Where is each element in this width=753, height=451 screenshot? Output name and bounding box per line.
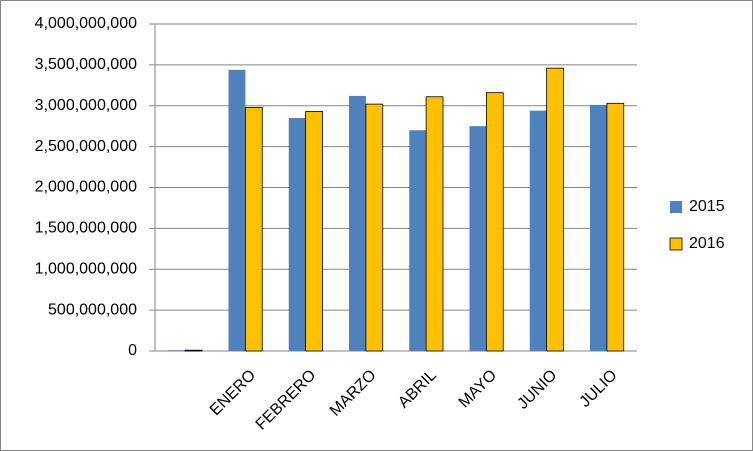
- bar: [409, 130, 427, 351]
- bar: [469, 126, 487, 351]
- bar: [305, 111, 323, 352]
- bar: [349, 95, 366, 351]
- y-tick-label: 3,500,000,000: [35, 56, 137, 73]
- legend-swatch: [669, 237, 683, 251]
- bar: [546, 67, 564, 352]
- bar: [168, 350, 186, 351]
- y-tick-label: 2,500,000,000: [35, 138, 137, 155]
- bar: [425, 96, 444, 352]
- bar: [184, 349, 203, 352]
- legend-swatch: [670, 201, 682, 213]
- bar: [228, 69, 246, 351]
- legend-label: 2016: [689, 235, 725, 252]
- bar: [288, 118, 306, 351]
- bar: [590, 104, 607, 352]
- bar: [244, 106, 263, 352]
- y-tick-label: 500,000,000: [48, 301, 137, 318]
- bar: [529, 110, 547, 351]
- legend-label: 2015: [689, 198, 725, 215]
- y-tick-label: 3,000,000,000: [35, 97, 137, 114]
- bar: [606, 102, 625, 352]
- y-tick-label: 1,500,000,000: [35, 220, 137, 237]
- y-tick-label: 2,000,000,000: [35, 179, 137, 196]
- bar: [485, 92, 504, 352]
- bar: [365, 103, 384, 352]
- y-tick-label: 4,000,000,000: [35, 15, 137, 32]
- y-tick-label: 0: [128, 342, 137, 359]
- y-tick-label: 1,000,000,000: [35, 260, 137, 277]
